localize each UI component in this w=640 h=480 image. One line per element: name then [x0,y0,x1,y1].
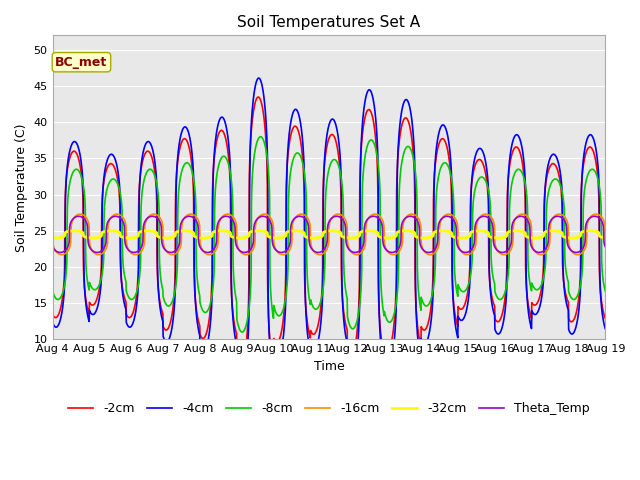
-4cm [553,155,561,161]
-16cm [592,211,600,217]
-4cm [602,326,609,332]
-8cm [346,321,353,327]
Line: -16cm: -16cm [52,214,605,254]
-16cm [490,219,497,225]
-4cm [358,139,365,145]
-2cm [255,94,262,100]
-32cm [553,228,561,234]
-2cm [236,369,244,374]
-32cm [52,235,60,241]
-16cm [568,249,576,254]
Theta_Temp [345,247,353,252]
Y-axis label: Soil Temperature (C): Soil Temperature (C) [15,123,28,252]
-32cm [568,235,576,241]
-8cm [203,309,211,315]
-8cm [257,134,264,140]
Theta_Temp [203,250,211,255]
-2cm [346,356,353,361]
Text: BC_met: BC_met [55,56,108,69]
Theta_Temp [49,244,56,250]
Theta_Temp [56,250,64,255]
X-axis label: Time: Time [314,360,344,373]
-8cm [238,329,246,335]
-16cm [345,246,353,252]
Theta_Temp [490,240,497,246]
-2cm [49,312,56,317]
-8cm [568,296,576,302]
-4cm [203,344,211,349]
-2cm [553,165,561,171]
-16cm [203,252,211,257]
-8cm [553,177,561,182]
-8cm [490,278,498,284]
Theta_Temp [602,244,609,250]
Line: -2cm: -2cm [52,97,605,372]
Theta_Temp [568,248,576,254]
-16cm [58,252,65,257]
-32cm [357,229,365,235]
-16cm [553,212,561,217]
-4cm [568,331,576,337]
-32cm [49,235,56,241]
-16cm [602,231,609,237]
-2cm [358,144,365,150]
-32cm [203,235,211,240]
Line: -32cm: -32cm [52,231,605,238]
Title: Soil Temperatures Set A: Soil Temperatures Set A [237,15,420,30]
Theta_Temp [553,214,561,219]
Line: -4cm: -4cm [52,78,605,391]
-2cm [490,301,498,307]
-4cm [490,310,498,316]
Theta_Temp [591,214,598,219]
-4cm [255,75,262,81]
-16cm [357,250,365,256]
-4cm [49,319,56,325]
-4cm [346,374,353,380]
-8cm [49,288,56,294]
-16cm [49,231,56,237]
-32cm [602,235,609,241]
-8cm [358,281,365,287]
-32cm [345,235,353,241]
-2cm [568,319,576,324]
Line: Theta_Temp: Theta_Temp [52,216,605,252]
Theta_Temp [357,246,365,252]
-8cm [602,288,609,294]
Line: -8cm: -8cm [52,137,605,332]
-32cm [490,235,497,240]
-2cm [602,315,609,321]
Legend: -2cm, -4cm, -8cm, -16cm, -32cm, Theta_Temp: -2cm, -4cm, -8cm, -16cm, -32cm, Theta_Te… [63,397,595,420]
-32cm [586,228,594,234]
-2cm [203,330,211,336]
-4cm [236,388,244,394]
